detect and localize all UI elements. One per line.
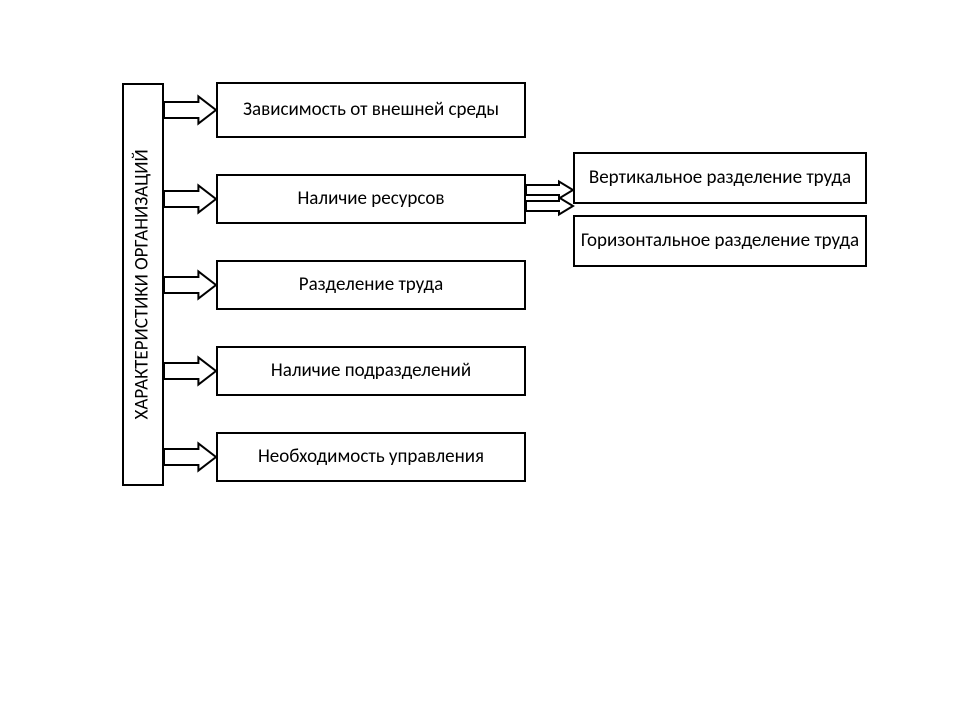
node-label-n1: Зависимость от внешней среды (243, 100, 499, 121)
node-label-n5: Необходимость управления (258, 447, 484, 468)
diagram-canvas: ХАРАКТЕРИСТИКИ ОРГАНИЗАЦИЙ Зависимость от… (0, 0, 960, 720)
node-s2: Горизонтальное разделение труда (573, 215, 867, 267)
node-label-s2: Горизонтальное разделение труда (581, 231, 859, 252)
arrow-n2-to-s2 (526, 198, 573, 215)
arrow-root-to-n1 (164, 96, 216, 123)
arrow-root-to-n5 (164, 443, 216, 470)
node-label-n4: Наличие подразделений (271, 361, 471, 382)
node-n4: Наличие подразделений (216, 346, 526, 396)
node-n1: Зависимость от внешней среды (216, 82, 526, 138)
node-label-n2: Наличие ресурсов (297, 189, 444, 210)
node-root: ХАРАКТЕРИСТИКИ ОРГАНИЗАЦИЙ (122, 83, 164, 486)
arrow-root-to-n3 (164, 271, 216, 298)
node-s1: Вертикальное разделение труда (573, 152, 867, 204)
node-n5: Необходимость управления (216, 432, 526, 482)
node-n2: Наличие ресурсов (216, 174, 526, 224)
arrow-root-to-n4 (164, 357, 216, 384)
node-label-root: ХАРАКТЕРИСТИКИ ОРГАНИЗАЦИЙ (133, 149, 154, 419)
arrow-n2-to-s1 (526, 182, 573, 199)
node-n3: Разделение труда (216, 260, 526, 310)
arrow-root-to-n2 (164, 185, 216, 212)
node-label-n3: Разделение труда (299, 275, 443, 296)
node-label-s1: Вертикальное разделение труда (589, 168, 851, 189)
